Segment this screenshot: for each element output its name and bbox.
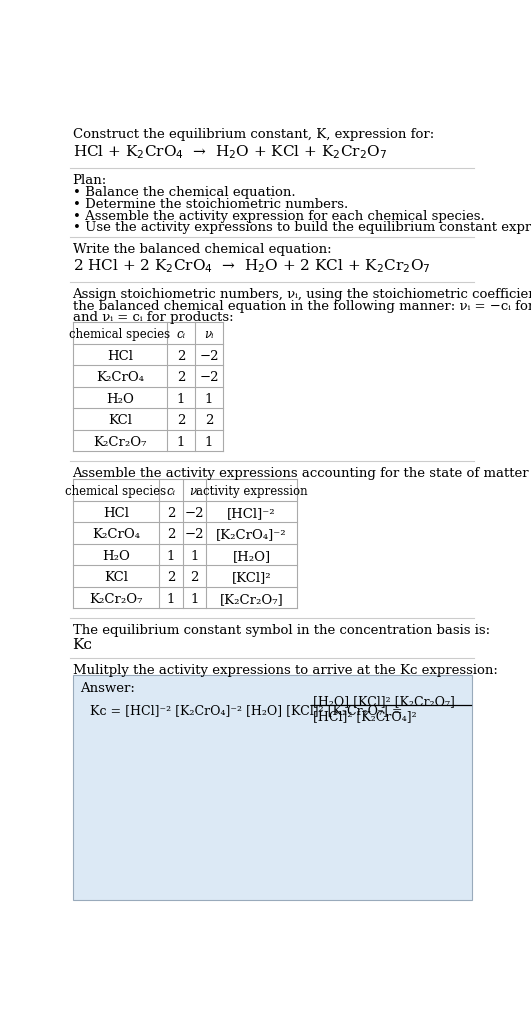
Text: −2: −2 [199, 350, 219, 362]
Text: [H₂O]: [H₂O] [233, 550, 271, 563]
Text: 2: 2 [167, 529, 175, 541]
Text: • Balance the chemical equation.: • Balance the chemical equation. [73, 187, 295, 200]
Text: HCl: HCl [103, 506, 129, 520]
Text: The equilibrium constant symbol in the concentration basis is:: The equilibrium constant symbol in the c… [73, 624, 490, 636]
Text: 1: 1 [167, 550, 175, 563]
Text: K₂Cr₂O₇: K₂Cr₂O₇ [89, 593, 143, 606]
Text: activity expression: activity expression [196, 485, 307, 498]
Text: cᵢ: cᵢ [167, 485, 176, 498]
Text: −2: −2 [184, 529, 204, 541]
Text: 2: 2 [177, 350, 185, 362]
Text: 1: 1 [190, 593, 199, 606]
Text: HCl: HCl [107, 350, 133, 362]
Text: chemical species: chemical species [69, 328, 170, 341]
Text: νᵢ: νᵢ [204, 328, 213, 341]
Text: KCl: KCl [104, 571, 128, 585]
Text: Construct the equilibrium constant, K, expression for:: Construct the equilibrium constant, K, e… [73, 128, 434, 141]
Text: H₂O: H₂O [106, 393, 134, 406]
Text: −2: −2 [184, 506, 204, 520]
Text: [H₂O] [KCl]² [K₂Cr₂O₇]: [H₂O] [KCl]² [K₂Cr₂O₇] [313, 694, 455, 707]
Text: KCl: KCl [108, 414, 132, 427]
Text: Write the balanced chemical equation:: Write the balanced chemical equation: [73, 244, 331, 257]
Text: K₂CrO₄: K₂CrO₄ [92, 529, 140, 541]
Text: Kᴄ = [HCl]⁻² [K₂CrO₄]⁻² [H₂O] [KCl]² [K₂Cr₂O₇] =: Kᴄ = [HCl]⁻² [K₂CrO₄]⁻² [H₂O] [KCl]² [K₂… [90, 704, 402, 717]
Text: • Use the activity expressions to build the equilibrium constant expression.: • Use the activity expressions to build … [73, 221, 531, 234]
Text: 2: 2 [190, 571, 199, 585]
Text: Assemble the activity expressions accounting for the state of matter and νᵢ:: Assemble the activity expressions accoun… [73, 467, 531, 480]
Text: 1: 1 [177, 393, 185, 406]
FancyBboxPatch shape [73, 675, 472, 899]
Text: Assign stoichiometric numbers, νᵢ, using the stoichiometric coefficients, cᵢ, fr: Assign stoichiometric numbers, νᵢ, using… [73, 288, 531, 301]
Text: 1: 1 [205, 436, 213, 449]
Text: 1: 1 [205, 393, 213, 406]
Text: −2: −2 [199, 371, 219, 385]
Text: • Determine the stoichiometric numbers.: • Determine the stoichiometric numbers. [73, 198, 348, 211]
Text: cᵢ: cᵢ [177, 328, 185, 341]
Text: 1: 1 [177, 436, 185, 449]
Text: [KCl]²: [KCl]² [232, 571, 271, 585]
Text: [K₂Cr₂O₇]: [K₂Cr₂O₇] [220, 593, 284, 606]
Text: HCl + K$_2$CrO$_4$  →  H$_2$O + KCl + K$_2$Cr$_2$O$_7$: HCl + K$_2$CrO$_4$ → H$_2$O + KCl + K$_2… [73, 143, 387, 161]
Text: 1: 1 [190, 550, 199, 563]
Text: chemical species: chemical species [65, 485, 167, 498]
Text: [HCl]⁻²: [HCl]⁻² [227, 506, 276, 520]
Text: νᵢ: νᵢ [190, 485, 199, 498]
Text: • Assemble the activity expression for each chemical species.: • Assemble the activity expression for e… [73, 209, 484, 222]
Text: and νᵢ = cᵢ for products:: and νᵢ = cᵢ for products: [73, 312, 233, 324]
Text: K₂CrO₄: K₂CrO₄ [96, 371, 144, 385]
Text: 2: 2 [205, 414, 213, 427]
Text: 2: 2 [177, 371, 185, 385]
Text: Answer:: Answer: [80, 682, 135, 695]
Text: [HCl]² [K₂CrO₄]²: [HCl]² [K₂CrO₄]² [313, 710, 416, 723]
Text: 1: 1 [167, 593, 175, 606]
Text: 2: 2 [167, 571, 175, 585]
Text: K₂Cr₂O₇: K₂Cr₂O₇ [93, 436, 147, 449]
Text: Mulitply the activity expressions to arrive at the Kᴄ expression:: Mulitply the activity expressions to arr… [73, 664, 498, 677]
Text: H₂O: H₂O [102, 550, 130, 563]
Text: 2 HCl + 2 K$_2$CrO$_4$  →  H$_2$O + 2 KCl + K$_2$Cr$_2$O$_7$: 2 HCl + 2 K$_2$CrO$_4$ → H$_2$O + 2 KCl … [73, 258, 430, 275]
Text: 2: 2 [167, 506, 175, 520]
Text: 2: 2 [177, 414, 185, 427]
Text: Plan:: Plan: [73, 175, 107, 187]
Text: Kᴄ: Kᴄ [73, 637, 92, 652]
Text: the balanced chemical equation in the following manner: νᵢ = −cᵢ for reactants: the balanced chemical equation in the fo… [73, 299, 531, 313]
Text: [K₂CrO₄]⁻²: [K₂CrO₄]⁻² [216, 529, 287, 541]
